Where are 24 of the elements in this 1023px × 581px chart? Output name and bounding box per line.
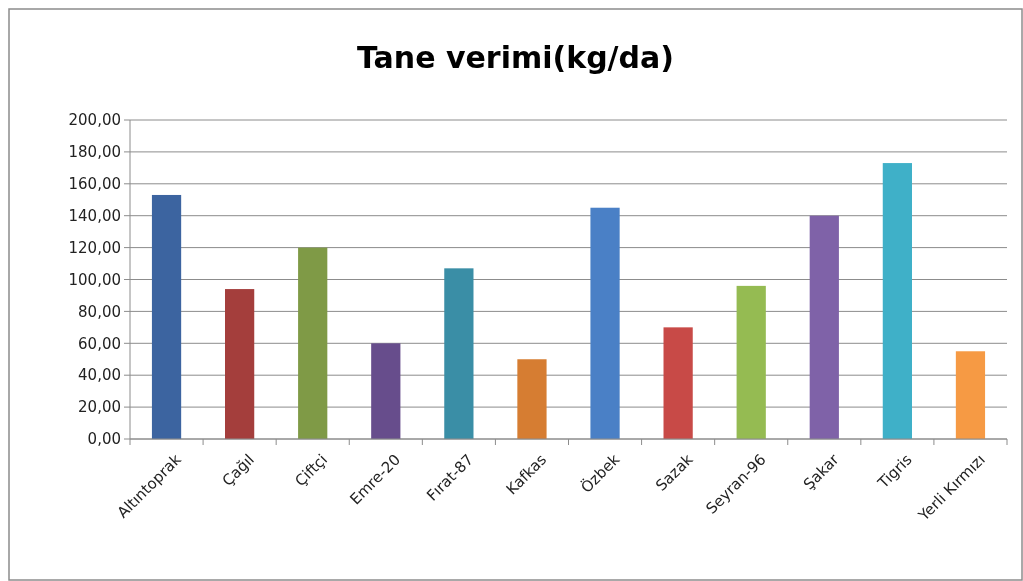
chart-title: Tane verimi(kg/da)	[356, 40, 675, 75]
y-tick-label: 40,00	[78, 366, 121, 385]
bar	[882, 163, 912, 439]
bar	[809, 215, 839, 439]
bar	[736, 285, 766, 439]
bar	[444, 268, 474, 439]
y-tick-label: 140,00	[68, 206, 121, 225]
y-tick-label: 20,00	[78, 398, 121, 417]
y-tick-label: 0,00	[87, 430, 121, 449]
y-tick-label: 80,00	[78, 302, 121, 321]
bar	[151, 194, 182, 439]
bar	[955, 351, 986, 439]
y-tick-label: 200,00	[68, 111, 121, 130]
bar	[590, 207, 620, 439]
y-tick-label: 160,00	[68, 175, 121, 194]
y-tick-label: 100,00	[68, 270, 121, 289]
bar	[517, 359, 547, 439]
y-tick-label: 180,00	[68, 143, 121, 162]
bar	[371, 343, 401, 439]
y-tick-label: 60,00	[78, 334, 121, 353]
bar	[663, 327, 693, 439]
bar	[225, 289, 255, 439]
y-tick-label: 120,00	[68, 238, 121, 257]
bar	[298, 247, 328, 439]
